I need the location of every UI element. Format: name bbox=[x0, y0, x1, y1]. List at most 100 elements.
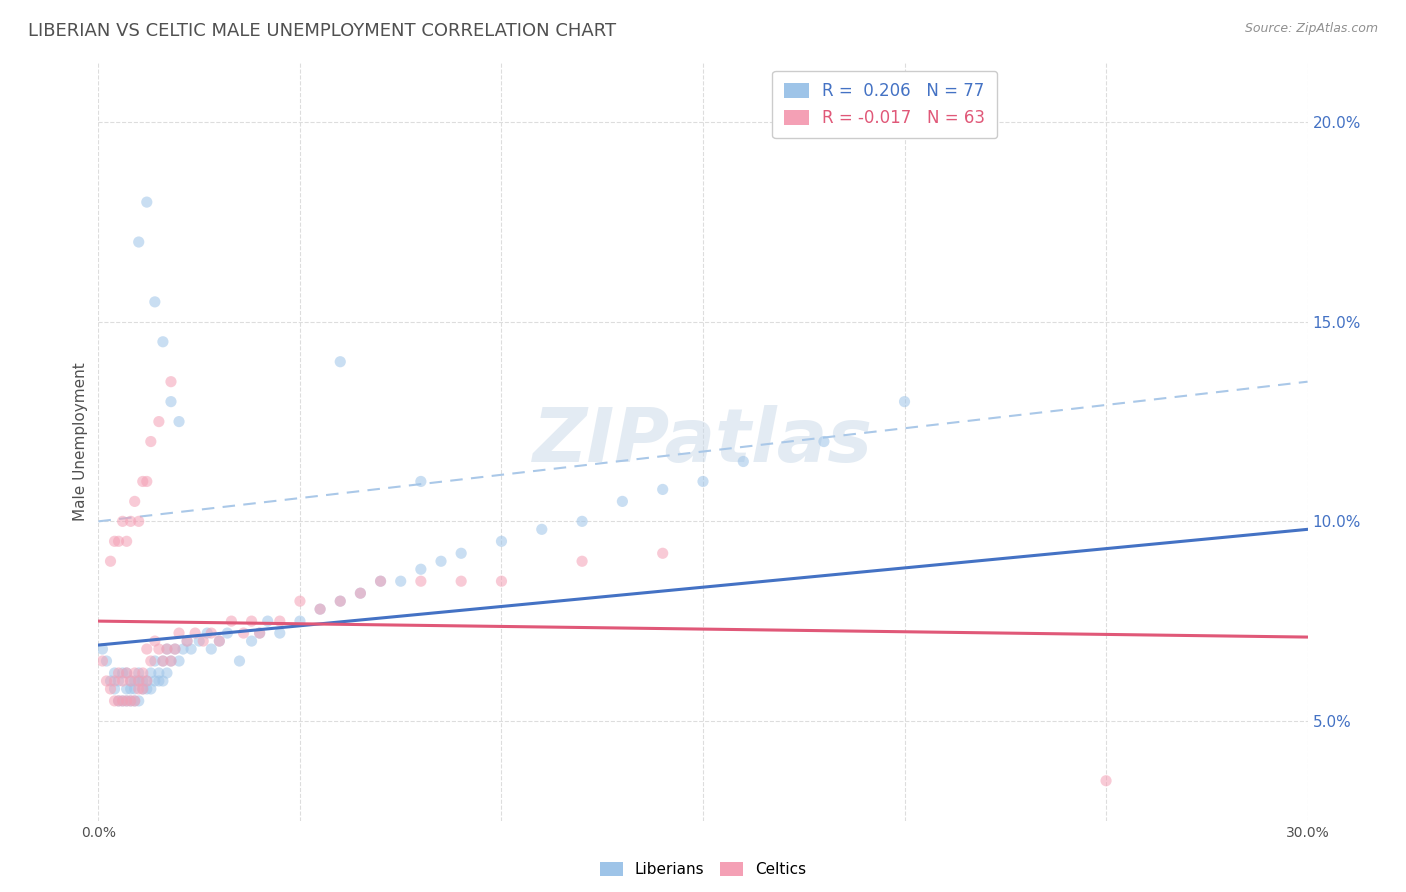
Point bbox=[329, 594, 352, 608]
Point bbox=[120, 694, 142, 708]
Point bbox=[160, 375, 183, 389]
Point bbox=[135, 475, 157, 489]
Point bbox=[100, 673, 122, 688]
Point bbox=[571, 514, 593, 528]
Point bbox=[91, 654, 114, 668]
Point bbox=[288, 614, 311, 628]
Point bbox=[124, 681, 146, 696]
Point bbox=[115, 665, 138, 680]
Point bbox=[115, 694, 138, 708]
Point bbox=[124, 694, 146, 708]
Point bbox=[143, 634, 166, 648]
Point bbox=[172, 642, 194, 657]
Point bbox=[249, 626, 271, 640]
Point bbox=[135, 673, 157, 688]
Legend: R =  0.206   N = 77, R = -0.017   N = 63: R = 0.206 N = 77, R = -0.017 N = 63 bbox=[772, 70, 997, 138]
Point bbox=[115, 534, 138, 549]
Point bbox=[139, 654, 162, 668]
Point bbox=[249, 626, 271, 640]
Point bbox=[115, 665, 138, 680]
Point bbox=[124, 694, 146, 708]
Point bbox=[111, 694, 134, 708]
Point bbox=[200, 642, 222, 657]
Point bbox=[107, 694, 129, 708]
Point bbox=[195, 626, 218, 640]
Point bbox=[115, 694, 138, 708]
Point bbox=[128, 514, 150, 528]
Point bbox=[193, 634, 215, 648]
Point bbox=[128, 681, 150, 696]
Point bbox=[893, 394, 915, 409]
Point bbox=[733, 454, 755, 468]
Point bbox=[96, 673, 118, 688]
Point bbox=[107, 694, 129, 708]
Point bbox=[96, 654, 118, 668]
Point bbox=[120, 694, 142, 708]
Legend: Liberians, Celtics: Liberians, Celtics bbox=[593, 856, 813, 883]
Point bbox=[612, 494, 634, 508]
Point bbox=[152, 654, 174, 668]
Point bbox=[329, 594, 352, 608]
Point bbox=[256, 614, 278, 628]
Point bbox=[692, 475, 714, 489]
Point bbox=[132, 681, 155, 696]
Point bbox=[103, 681, 125, 696]
Point bbox=[128, 665, 150, 680]
Point bbox=[120, 673, 142, 688]
Point bbox=[128, 673, 150, 688]
Point bbox=[184, 626, 207, 640]
Point bbox=[651, 546, 673, 560]
Point bbox=[167, 654, 190, 668]
Point bbox=[409, 574, 432, 589]
Point bbox=[143, 673, 166, 688]
Point bbox=[152, 654, 174, 668]
Point bbox=[124, 665, 146, 680]
Y-axis label: Male Unemployment: Male Unemployment bbox=[73, 362, 89, 521]
Point bbox=[370, 574, 392, 589]
Point bbox=[450, 574, 472, 589]
Point bbox=[111, 665, 134, 680]
Point bbox=[430, 554, 453, 568]
Point bbox=[160, 654, 183, 668]
Point bbox=[240, 614, 263, 628]
Point bbox=[221, 614, 243, 628]
Point bbox=[491, 574, 513, 589]
Point bbox=[107, 534, 129, 549]
Point bbox=[152, 673, 174, 688]
Point bbox=[124, 673, 146, 688]
Point bbox=[139, 434, 162, 449]
Point bbox=[139, 665, 162, 680]
Point bbox=[156, 665, 179, 680]
Point bbox=[111, 694, 134, 708]
Point bbox=[135, 681, 157, 696]
Point bbox=[217, 626, 239, 640]
Point bbox=[135, 195, 157, 210]
Point bbox=[120, 673, 142, 688]
Point bbox=[160, 654, 183, 668]
Point bbox=[139, 681, 162, 696]
Point bbox=[132, 673, 155, 688]
Point bbox=[148, 642, 170, 657]
Point bbox=[188, 634, 211, 648]
Point bbox=[309, 602, 332, 616]
Point bbox=[124, 494, 146, 508]
Point bbox=[176, 634, 198, 648]
Point bbox=[100, 681, 122, 696]
Point bbox=[156, 642, 179, 657]
Point bbox=[115, 681, 138, 696]
Point bbox=[103, 673, 125, 688]
Point bbox=[103, 694, 125, 708]
Point bbox=[143, 294, 166, 309]
Point bbox=[208, 634, 231, 648]
Point bbox=[128, 694, 150, 708]
Point bbox=[288, 594, 311, 608]
Point bbox=[530, 522, 553, 536]
Point bbox=[450, 546, 472, 560]
Point bbox=[1095, 773, 1118, 788]
Point bbox=[167, 626, 190, 640]
Point bbox=[160, 394, 183, 409]
Point bbox=[120, 681, 142, 696]
Point bbox=[148, 415, 170, 429]
Point bbox=[135, 642, 157, 657]
Point bbox=[103, 665, 125, 680]
